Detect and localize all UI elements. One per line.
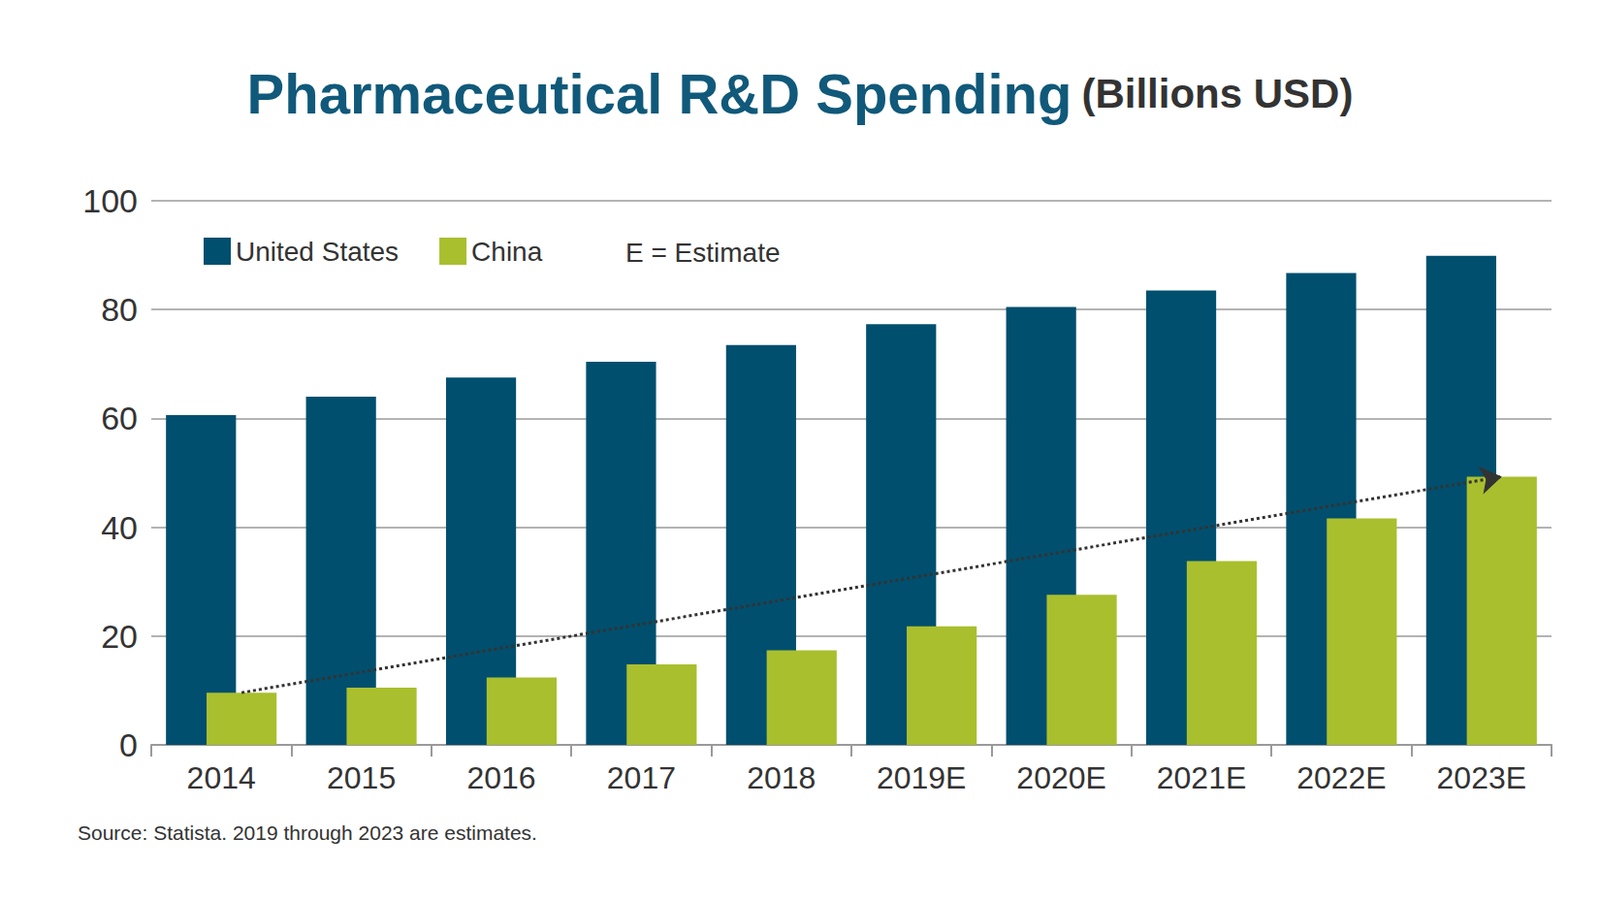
svg-text:2015: 2015 <box>326 760 396 796</box>
svg-text:2016: 2016 <box>466 760 536 796</box>
svg-text:60: 60 <box>100 399 138 437</box>
svg-text:2014: 2014 <box>187 760 256 796</box>
svg-text:2017: 2017 <box>607 760 676 796</box>
svg-text:2021E: 2021E <box>1156 760 1248 796</box>
svg-text:100: 100 <box>82 182 138 220</box>
svg-text:E = Estimate: E = Estimate <box>625 237 781 268</box>
svg-text:2019E: 2019E <box>876 760 967 796</box>
svg-text:(Billions USD): (Billions USD) <box>1081 70 1353 117</box>
svg-text:Pharmaceutical R&D Spending: Pharmaceutical R&D Spending <box>247 62 1073 126</box>
svg-text:2018: 2018 <box>746 760 816 796</box>
svg-text:0: 0 <box>119 726 138 764</box>
svg-text:China: China <box>471 236 544 267</box>
svg-text:80: 80 <box>100 290 138 328</box>
svg-text:40: 40 <box>100 509 138 546</box>
svg-text:20: 20 <box>100 617 138 655</box>
svg-text:United States: United States <box>235 236 399 267</box>
svg-text:Source: Statista. 2019 through: Source: Statista. 2019 through 2023 are … <box>77 821 538 844</box>
svg-text:2020E: 2020E <box>1016 760 1107 796</box>
svg-text:2023E: 2023E <box>1437 760 1528 796</box>
svg-text:2022E: 2022E <box>1296 760 1387 796</box>
